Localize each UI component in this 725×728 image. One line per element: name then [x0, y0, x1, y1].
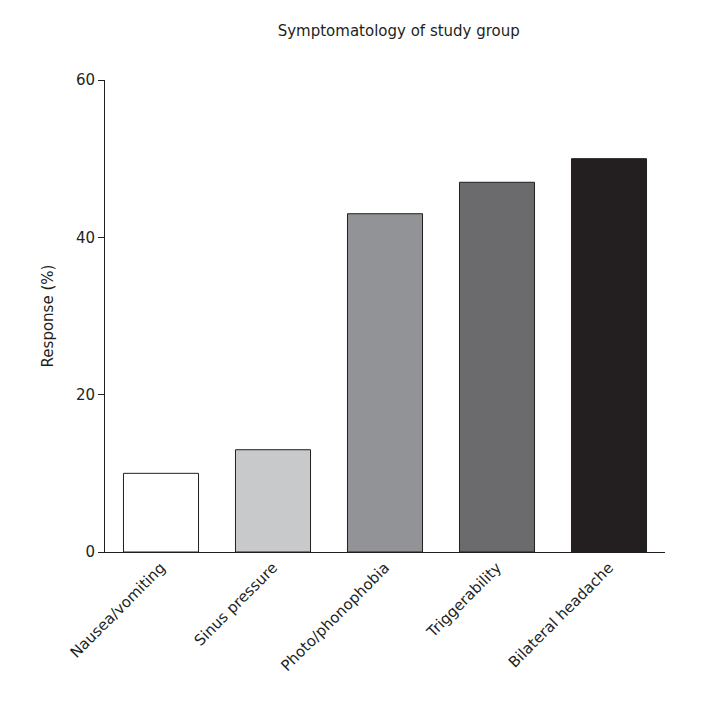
- svg-text:Symptomatology of study group: Symptomatology of study group: [278, 22, 520, 40]
- svg-text:Triggerability: Triggerability: [423, 559, 506, 642]
- svg-text:Nausea/vomiting: Nausea/vomiting: [67, 559, 170, 662]
- svg-text:40: 40: [76, 229, 95, 247]
- svg-text:60: 60: [76, 71, 95, 89]
- svg-text:0: 0: [85, 543, 95, 561]
- svg-text:Bilateral headache: Bilateral headache: [505, 559, 617, 671]
- svg-text:Sinus pressure: Sinus pressure: [191, 559, 282, 650]
- svg-text:Photo/phonophobia: Photo/phonophobia: [277, 559, 393, 675]
- svg-text:20: 20: [76, 386, 95, 404]
- svg-text:Response (%): Response (%): [39, 265, 57, 368]
